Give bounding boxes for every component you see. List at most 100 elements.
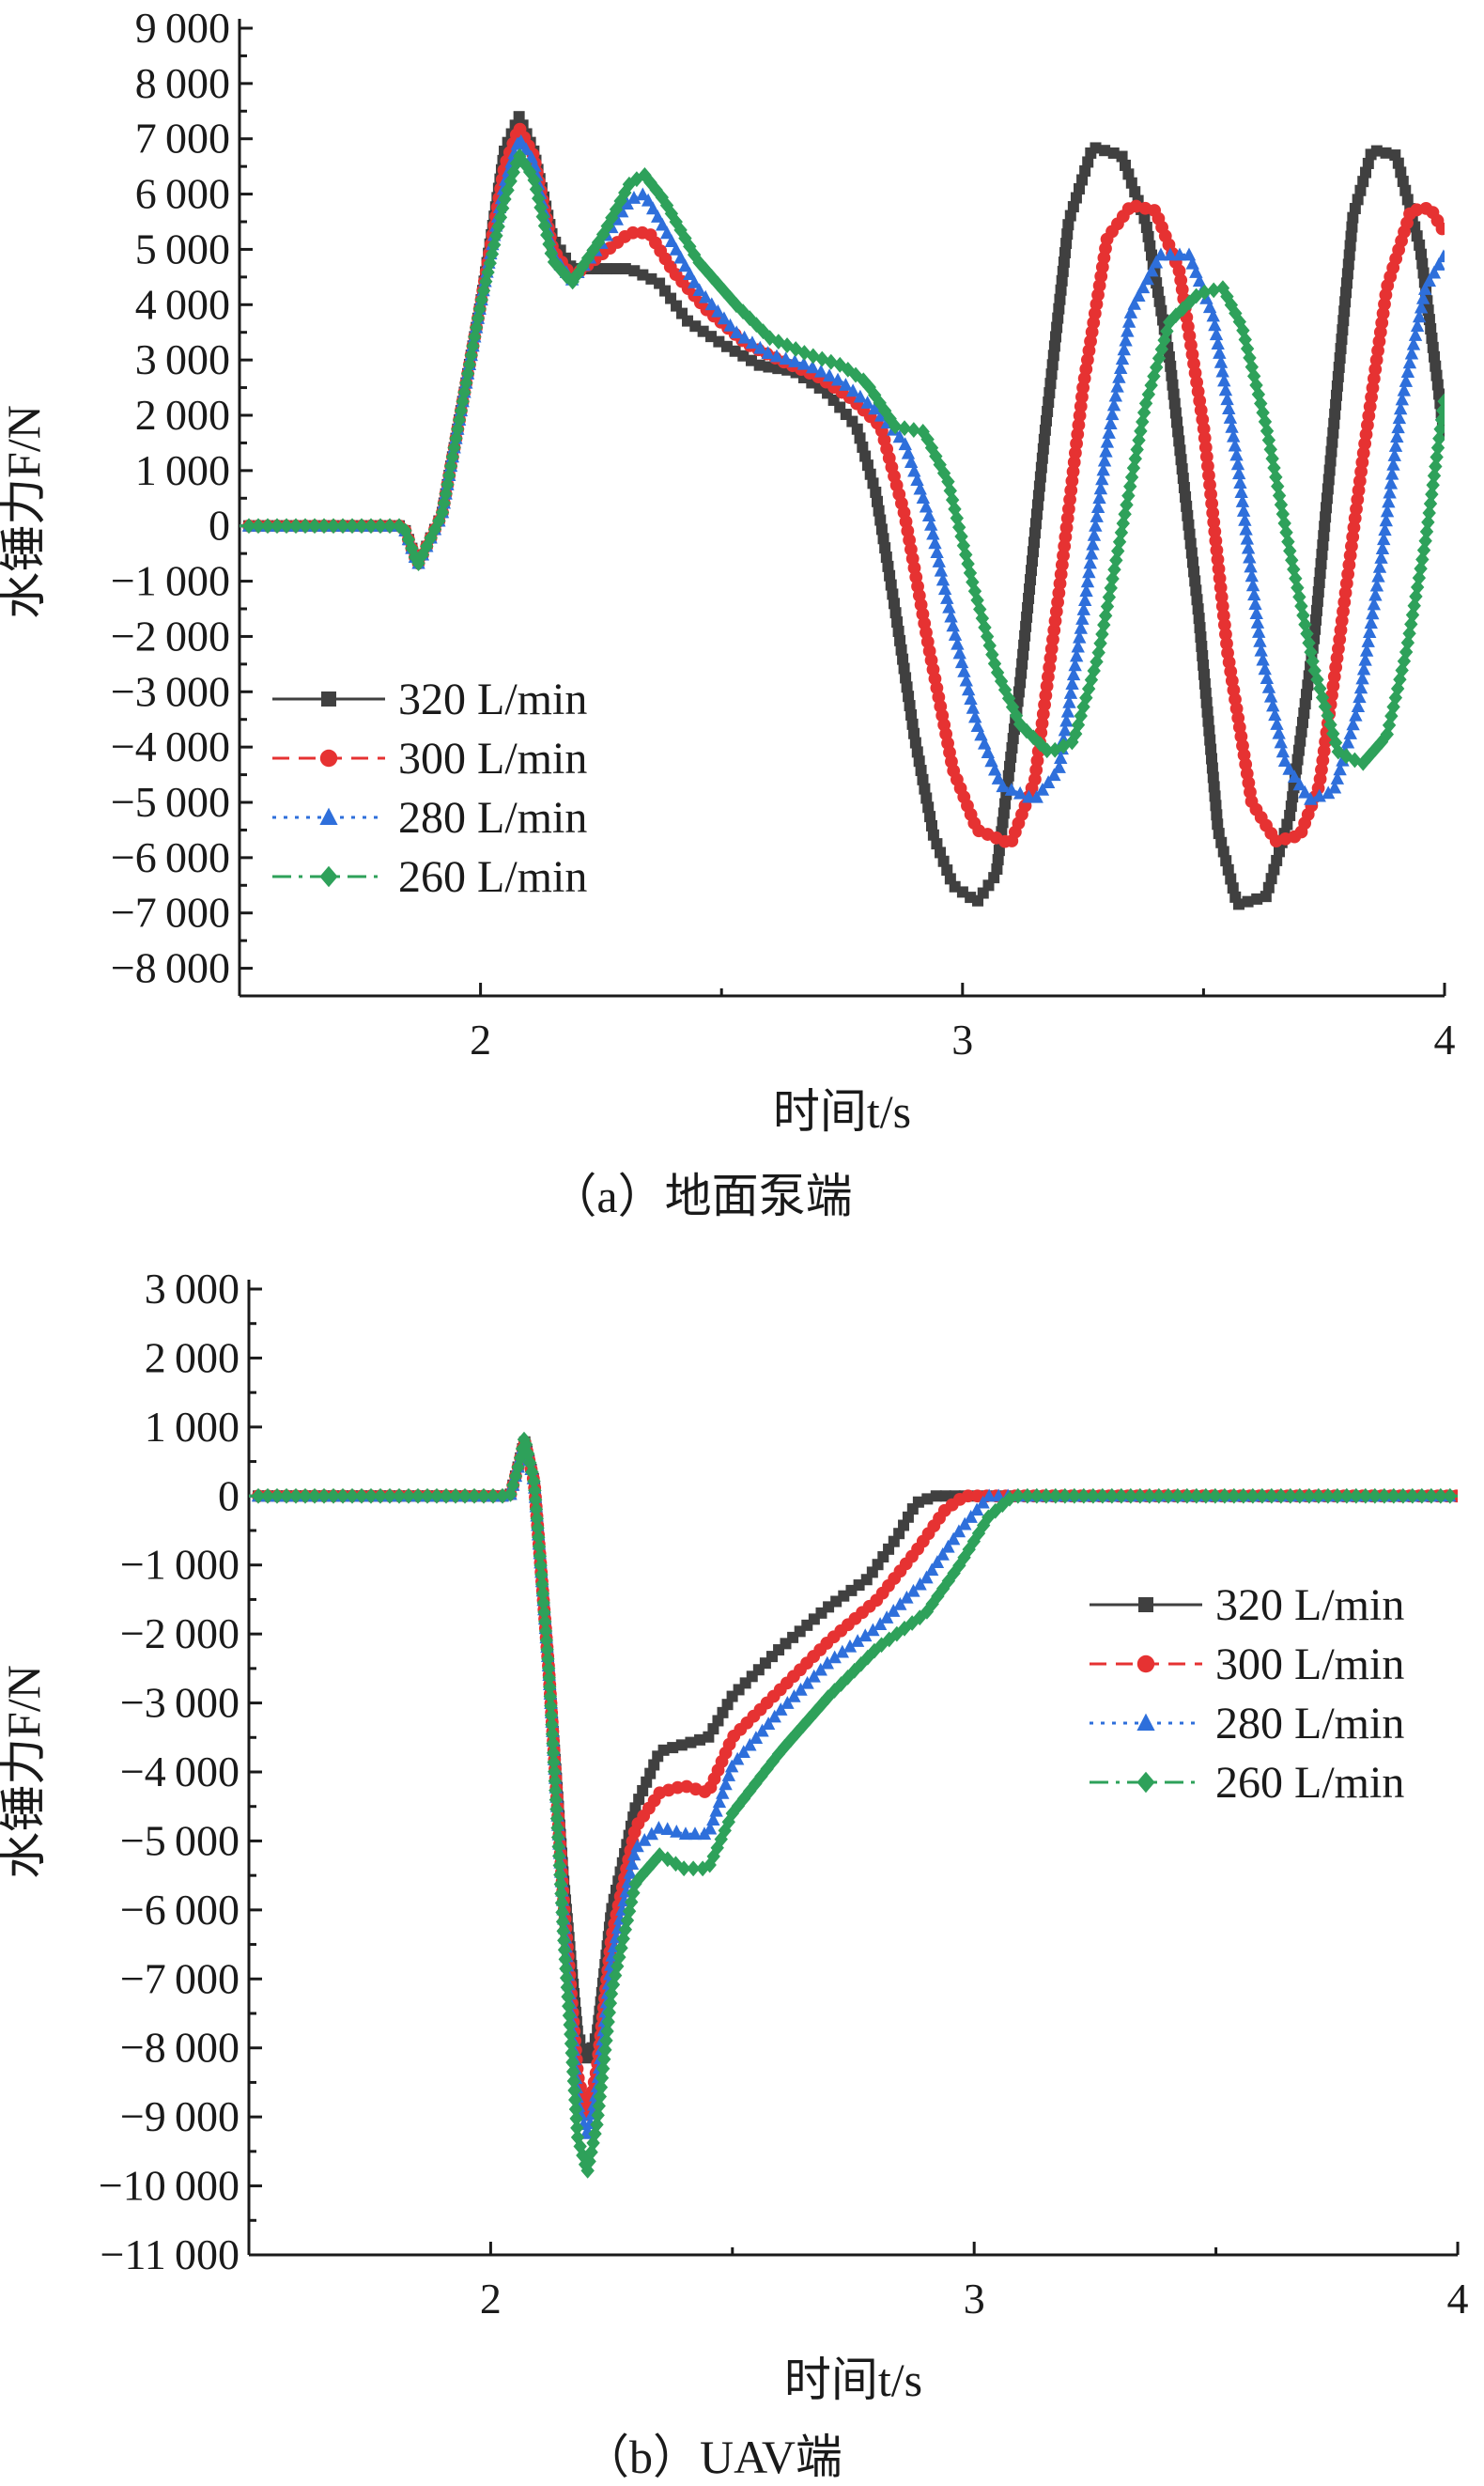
data-point <box>1209 327 1224 341</box>
data-point <box>895 644 907 656</box>
data-point <box>1281 818 1293 831</box>
data-point <box>730 1751 745 1765</box>
data-point <box>678 258 692 272</box>
data-point <box>1136 280 1151 294</box>
data-point <box>1334 352 1346 365</box>
data-point <box>547 1754 561 1771</box>
data-point <box>429 1487 444 1504</box>
data-point <box>298 518 313 535</box>
data-point <box>1038 433 1050 445</box>
data-point <box>1304 644 1318 660</box>
data-point <box>1043 387 1056 399</box>
data-point <box>935 1546 950 1561</box>
data-point <box>1198 431 1212 445</box>
data-point <box>982 1488 997 1502</box>
data-point <box>549 1782 563 1799</box>
data-point <box>1028 527 1041 539</box>
data-point <box>552 1848 566 1864</box>
data-point <box>1061 228 1074 241</box>
data-point <box>586 242 600 258</box>
data-point <box>988 1502 1002 1519</box>
data-point <box>717 311 732 325</box>
data-point <box>1039 424 1051 436</box>
data-point <box>1347 211 1359 224</box>
data-point <box>1386 1487 1401 1504</box>
data-point <box>1105 407 1120 421</box>
data-point <box>797 345 812 361</box>
data-point <box>506 164 520 180</box>
data-point <box>1198 677 1211 690</box>
data-point <box>1220 855 1232 867</box>
data-point <box>600 218 614 235</box>
data-point <box>483 255 497 272</box>
data-point <box>1046 359 1059 371</box>
data-point <box>1043 396 1055 409</box>
data-point <box>1367 597 1382 611</box>
data-point <box>1140 272 1154 286</box>
data-point <box>1387 448 1401 461</box>
data-point <box>1397 382 1412 396</box>
chart-panel-b: 3 000 2 000 1 000 0 −1 000 −2 000 −3 000 −4 000… <box>0 1265 1469 2483</box>
data-point <box>1076 1487 1091 1504</box>
data-point <box>1138 212 1151 225</box>
data-point <box>540 1641 554 1658</box>
data-point <box>1040 742 1054 759</box>
data-point <box>982 1509 996 1526</box>
data-point <box>546 1735 560 1752</box>
data-point <box>1252 625 1266 638</box>
data-point <box>1244 559 1258 573</box>
data-point <box>985 646 999 663</box>
data-point <box>657 1744 670 1756</box>
data-point <box>1163 350 1175 363</box>
data-point <box>882 560 894 572</box>
data-point <box>1039 1487 1054 1504</box>
data-point <box>1321 1487 1336 1504</box>
data-point <box>999 798 1012 810</box>
data-point <box>915 765 927 777</box>
data-point <box>951 1524 966 1538</box>
data-point <box>796 1717 811 1734</box>
data-point <box>1194 622 1206 634</box>
data-point <box>565 2054 580 2071</box>
data-point <box>559 268 574 285</box>
data-point <box>518 1436 533 1453</box>
data-point <box>528 1491 543 1508</box>
data-point <box>628 265 641 277</box>
data-point <box>854 1655 868 1672</box>
data-point <box>1062 694 1076 708</box>
data-point <box>1430 369 1443 381</box>
data-point <box>1335 343 1347 355</box>
data-point <box>769 349 784 363</box>
y-tick-label: −5 000 <box>111 778 230 826</box>
data-point <box>1121 488 1136 504</box>
data-point <box>1105 1487 1120 1504</box>
data-point <box>1380 504 1395 518</box>
data-point <box>870 486 882 498</box>
data-point <box>1320 511 1332 523</box>
data-point <box>753 359 765 371</box>
data-point <box>1108 388 1123 402</box>
data-point <box>1225 419 1239 433</box>
data-point <box>1281 534 1295 550</box>
data-point <box>1209 790 1221 802</box>
data-point <box>794 1682 808 1696</box>
x-axis-label: 时间t/s <box>784 2354 922 2406</box>
data-point <box>1310 604 1322 616</box>
data-point <box>279 1487 294 1504</box>
data-point <box>270 1487 285 1504</box>
data-point <box>664 205 679 222</box>
data-point <box>335 1487 350 1504</box>
data-point <box>1337 324 1349 336</box>
data-point <box>644 1826 658 1841</box>
data-point <box>774 1702 788 1716</box>
data-point <box>1220 392 1234 406</box>
data-point <box>1318 698 1333 715</box>
data-point <box>1302 679 1314 691</box>
data-point <box>710 1840 724 1857</box>
data-point <box>1002 1490 1017 1507</box>
legend-marker <box>321 691 336 707</box>
legend: 320 L/min 300 L/min 280 L/min 260 L/min <box>1090 1580 1404 1808</box>
data-point <box>767 1709 781 1723</box>
data-point <box>626 225 640 240</box>
data-point <box>612 1949 626 1965</box>
